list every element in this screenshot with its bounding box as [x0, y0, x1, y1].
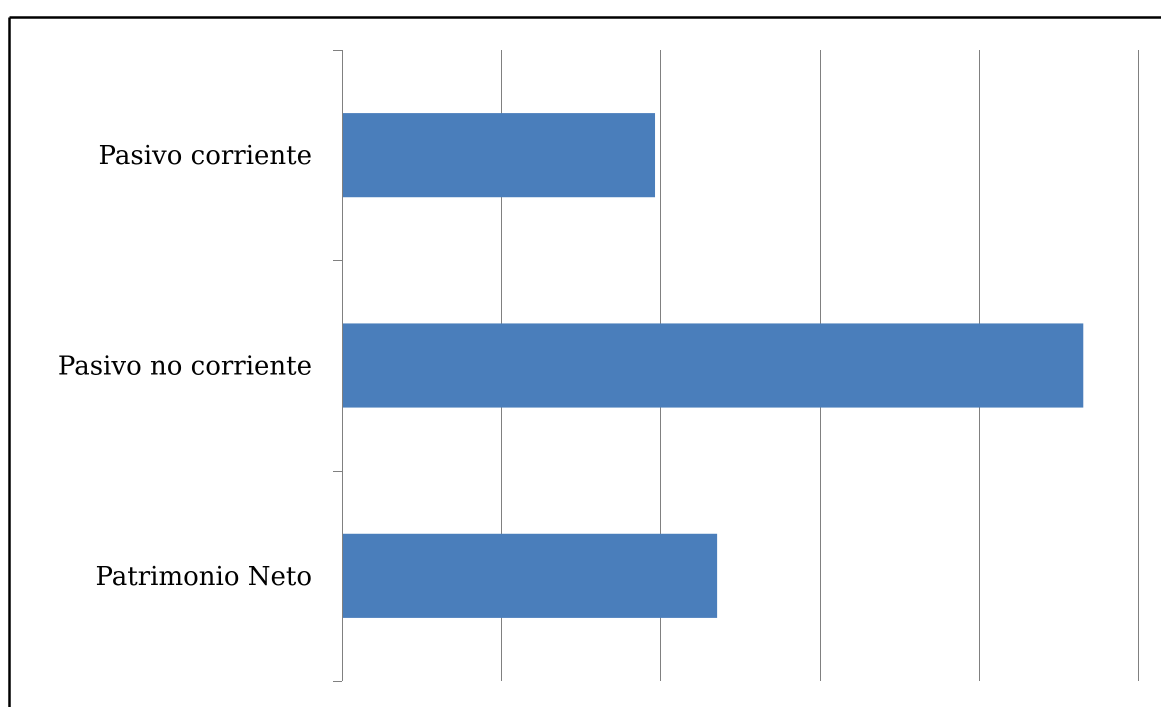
bar — [343, 113, 656, 198]
bar — [343, 533, 718, 618]
category-label: Patrimonio Neto — [95, 562, 312, 592]
bar — [343, 323, 1084, 408]
category-label: Pasivo corriente — [99, 141, 312, 171]
category-label: Pasivo no corriente — [58, 352, 312, 382]
